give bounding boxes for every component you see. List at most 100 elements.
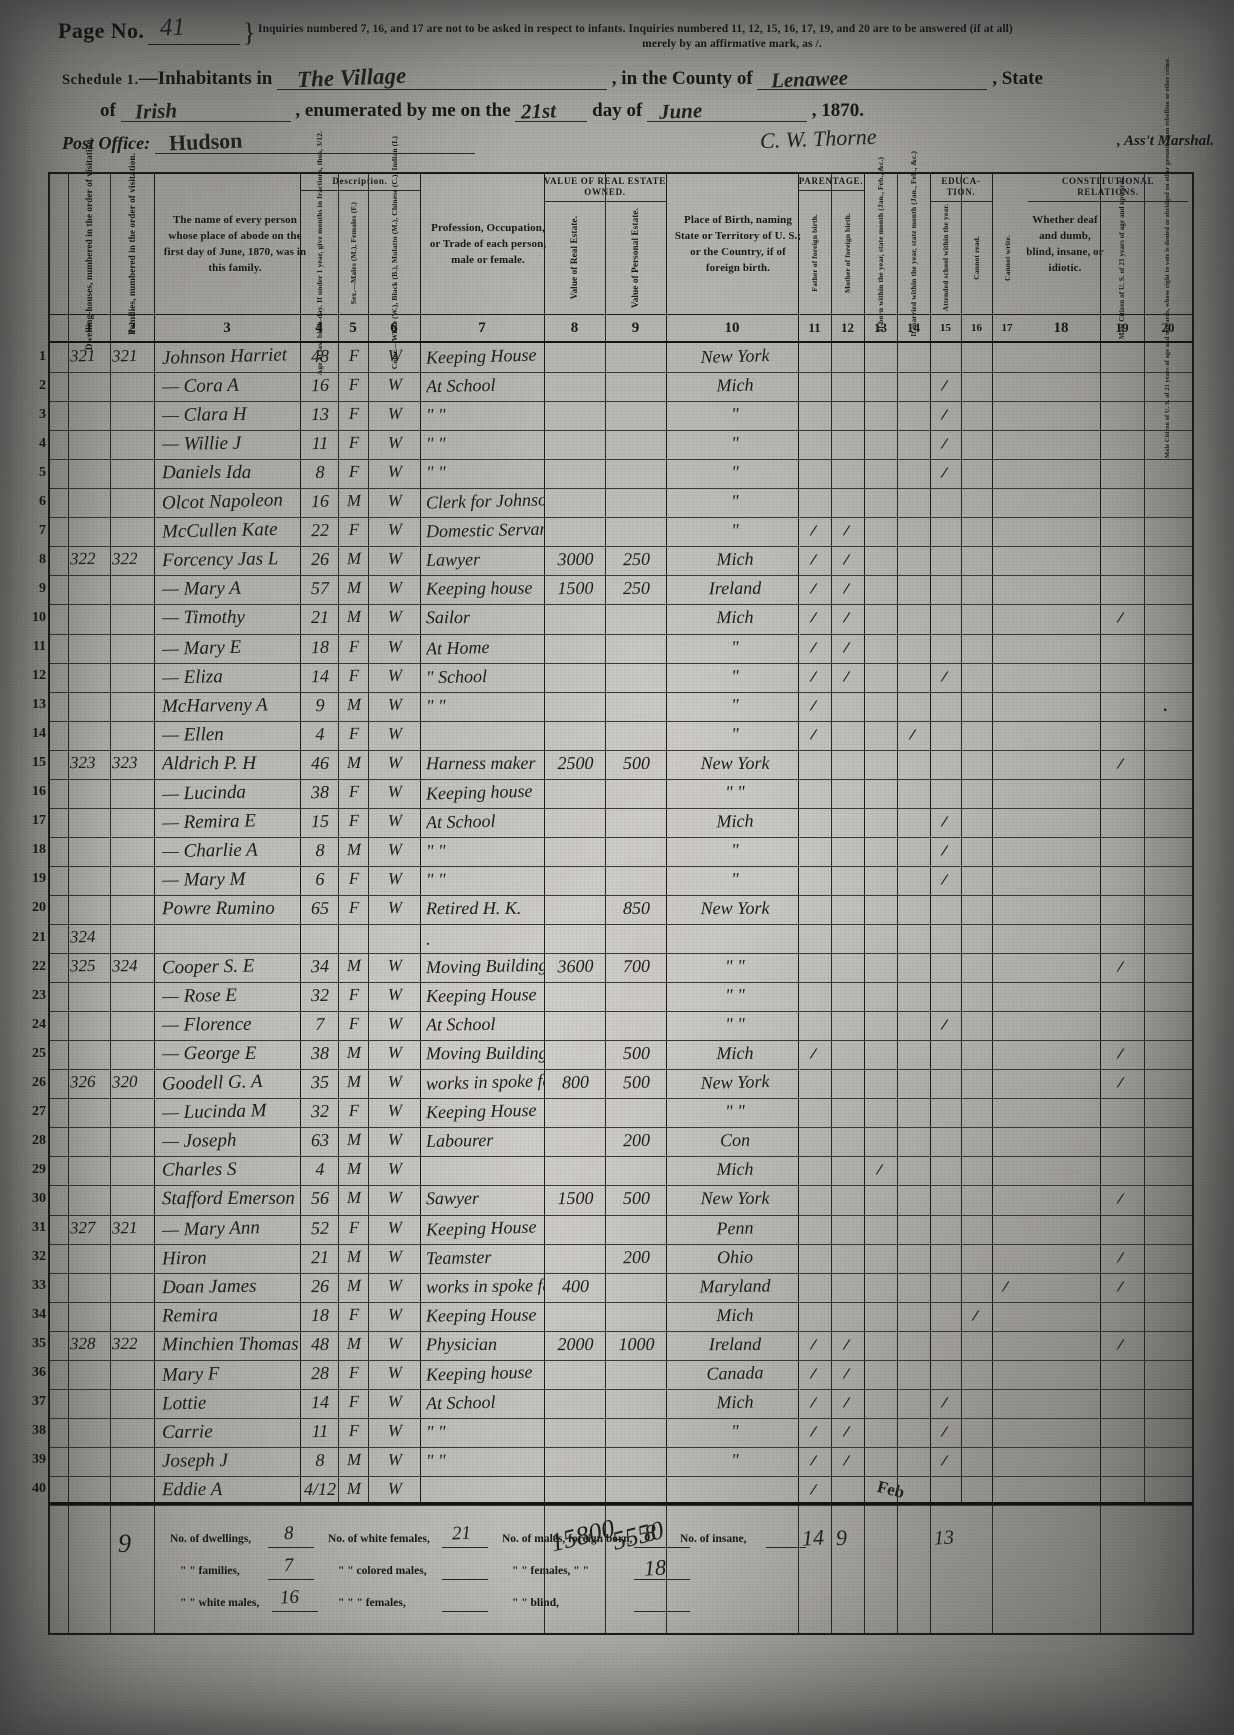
footer-total-mother-foreign: 9 xyxy=(835,1524,848,1551)
col-number-14: 14 xyxy=(907,320,920,335)
cell-birthplace: " xyxy=(731,839,739,860)
row-number: 25 xyxy=(32,1045,46,1061)
col-number-7: 7 xyxy=(478,319,486,336)
row-number: 24 xyxy=(32,1016,46,1032)
row-number: 8 xyxy=(39,551,46,567)
cell-real: 800 xyxy=(561,1071,590,1093)
cell-dwelling: 321 xyxy=(69,345,96,366)
cell-name: — Rose E xyxy=(161,984,238,1008)
cell-birthplace: " xyxy=(731,694,739,715)
cell-color: W xyxy=(387,549,403,569)
row-number: 35 xyxy=(32,1336,46,1352)
row-number: 6 xyxy=(39,493,46,509)
mark-born_month: Feb xyxy=(874,1476,906,1502)
day-label: day of xyxy=(592,100,643,121)
cell-personal: 500 xyxy=(622,1071,651,1093)
col-number-17: 17 xyxy=(1001,322,1013,334)
cell-color: W xyxy=(387,1188,403,1208)
mark-father_foreign: / xyxy=(808,666,818,686)
enumeration-line: of Irish , enumerated by me on the 21st … xyxy=(100,98,864,124)
row-separator xyxy=(50,1388,1192,1390)
row-number: 19 xyxy=(32,871,46,887)
group-rule-description xyxy=(300,190,420,191)
col-number-19: 19 xyxy=(1115,320,1129,335)
cell-family: 324 xyxy=(111,955,138,976)
cell-name: Minchien Thomas xyxy=(161,1333,299,1355)
footer-label-males-foreign: No. of males, foreign born, xyxy=(502,1533,633,1545)
row-number: 17 xyxy=(32,813,46,829)
census-rows: 1 321 321 Johnson Harriet 48 F W Keeping House N… xyxy=(32,343,1192,1506)
row-number: 36 xyxy=(32,1365,46,1381)
row-separator xyxy=(50,1417,1192,1419)
page-number-label: Page No. xyxy=(58,18,145,43)
cell-birthplace: " " xyxy=(725,1014,745,1035)
census-table: Description. VALUE OF REAL ESTATE OWNED. … xyxy=(32,57,1194,1506)
cell-age: 21 xyxy=(310,1246,330,1267)
cell-occupation: " " xyxy=(425,695,446,716)
row-separator xyxy=(50,894,1192,896)
cell-name: — Ellen xyxy=(161,723,224,746)
cell-color: W xyxy=(387,752,403,772)
cell-age: 9 xyxy=(315,694,325,715)
cell-color: W xyxy=(387,810,403,830)
row-separator xyxy=(50,662,1192,664)
row-separator xyxy=(50,1330,1192,1332)
cell-age: 35 xyxy=(310,1072,330,1093)
cell-sex: F xyxy=(348,1304,360,1324)
cell-age: 8 xyxy=(315,839,325,860)
col-header-7: Profession, Occupation, or Trade of each… xyxy=(420,174,556,314)
col-header-5: Sex.—Males (M.), Females (F.) xyxy=(338,192,368,314)
cell-occupation: " " xyxy=(425,1450,446,1471)
cell-occupation: Teamster xyxy=(425,1246,492,1268)
cell-occupation: Sailor xyxy=(425,607,471,628)
mark-father_foreign: / xyxy=(808,521,818,541)
row-separator xyxy=(50,1446,1192,1448)
cell-sex: F xyxy=(348,345,360,366)
cell-occupation: " " xyxy=(425,462,446,483)
of-label: of xyxy=(100,100,116,121)
mark-school: / xyxy=(939,869,949,890)
cell-occupation: Keeping house xyxy=(425,780,533,804)
row-separator xyxy=(50,749,1192,751)
row-number: 13 xyxy=(32,697,46,713)
cell-birthplace: " xyxy=(731,462,739,483)
mark-mother_foreign: / xyxy=(841,579,851,599)
row-separator xyxy=(50,1185,1192,1187)
mark-citizen: / xyxy=(1115,1276,1126,1296)
cell-name: Charles S xyxy=(161,1159,237,1182)
cell-sex: F xyxy=(348,433,360,453)
cell-birthplace: " xyxy=(731,404,739,425)
cell-birthplace: " xyxy=(730,491,740,512)
cell-age: 13 xyxy=(310,403,330,425)
cell-name: Aldrich P. H xyxy=(161,752,257,774)
cell-color: W xyxy=(387,1246,403,1266)
footer-tally: 9 No. of dwellings, 8 " " families, 7 " … xyxy=(48,1502,1194,1635)
cell-occupation: " " xyxy=(425,840,446,861)
cell-age: 48 xyxy=(310,345,330,367)
cell-age: 14 xyxy=(310,665,330,686)
col-number-10: 10 xyxy=(724,319,740,336)
cell-personal: 500 xyxy=(622,752,651,773)
cell-real: 1500 xyxy=(557,578,594,599)
instructions-line-1: Inquiries numbered 7, 16, and 17 are not… xyxy=(258,23,1013,35)
cell-name: Joseph J xyxy=(161,1449,229,1472)
cell-sex: M xyxy=(346,549,362,569)
mark-father_foreign: / xyxy=(808,550,818,570)
group-header-description: Description. xyxy=(332,176,388,186)
cell-occupation: Labourer xyxy=(425,1130,494,1152)
cell-occupation: Clerk for Johnson xyxy=(425,489,545,513)
cell-occupation: Retired H. K. xyxy=(425,897,522,919)
footer-value-white-males: 16 xyxy=(279,1586,300,1609)
row-number: 18 xyxy=(32,842,46,858)
cell-birthplace: Mich xyxy=(716,810,754,832)
cell-age: 28 xyxy=(310,1362,330,1383)
cell-age: 16 xyxy=(310,491,330,512)
row-number: 21 xyxy=(32,929,46,945)
cell-age: 16 xyxy=(310,374,330,396)
row-separator xyxy=(50,1098,1192,1100)
cell-color: W xyxy=(387,1304,403,1324)
cell-color: W xyxy=(387,694,403,714)
footer-total-real-estate: 15800 xyxy=(547,1513,618,1558)
row-number: 39 xyxy=(32,1452,46,1468)
cell-birthplace: " xyxy=(731,1420,739,1441)
